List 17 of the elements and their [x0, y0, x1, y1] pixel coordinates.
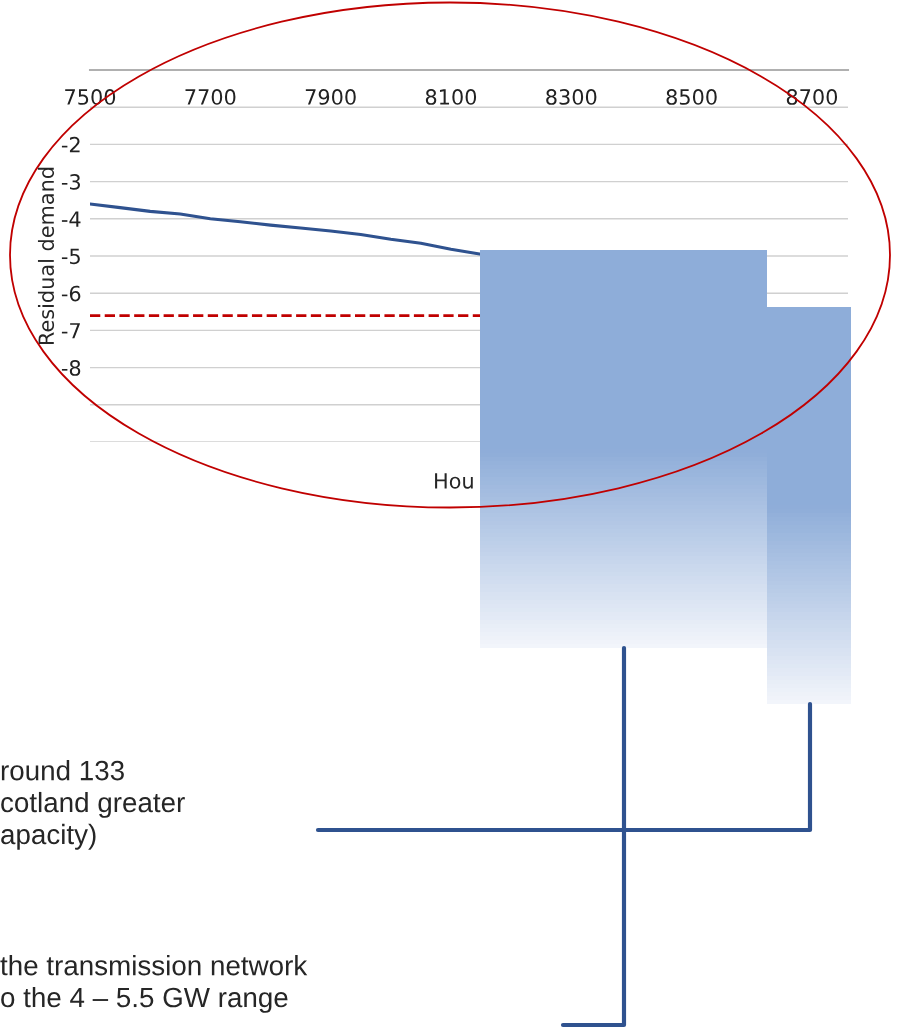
x-tick-label: 7700	[185, 89, 236, 105]
y-tick-label: -5	[61, 248, 80, 265]
y-tick-label: -2	[61, 136, 80, 153]
text: round 133 cotland greater apacity)	[1, 760, 185, 850]
y-axis-title: Residual demand	[37, 167, 55, 345]
y-tick-label: -7	[61, 323, 80, 339]
x-tick-label: 8500	[666, 89, 717, 105]
text: the transmission network o the 4 – 5.5 GW range	[0, 955, 308, 1013]
x-tick-label: 7900	[305, 89, 356, 105]
y-tick-label: -4	[61, 211, 81, 227]
x-axis-title: Hou	[435, 473, 473, 489]
x-tick-label: 8100	[425, 89, 477, 105]
line-series	[90, 202, 483, 256]
y-tick-label: -8	[61, 360, 81, 376]
x-tick-label: 8300	[546, 89, 597, 105]
y-tick-label: -3	[61, 174, 80, 190]
y-tick-label: -6	[61, 285, 81, 302]
